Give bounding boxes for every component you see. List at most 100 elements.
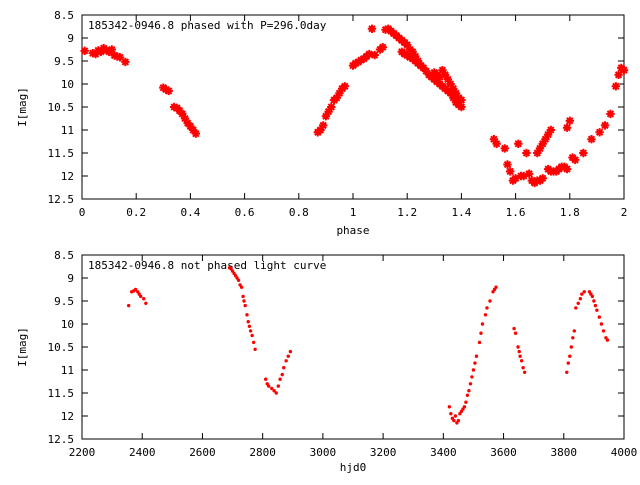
chart-title: 185342-0946.8 phased with P=296.0day (88, 19, 327, 32)
data-point (446, 79, 455, 89)
data-point (599, 322, 604, 326)
data-point (468, 382, 473, 386)
x-tick-label: 2400 (129, 446, 156, 459)
data-point (576, 301, 580, 305)
data-point (236, 278, 241, 282)
data-point (133, 287, 138, 292)
chart-title: 185342-0946.8 not phased light curve (88, 259, 326, 272)
y-axis-label: I[mag] (16, 87, 29, 127)
y-tick-label: 10.5 (48, 341, 75, 354)
data-point (440, 70, 450, 79)
data-point (571, 155, 580, 165)
data-point (316, 125, 325, 135)
data-point (516, 345, 520, 349)
y-tick-label: 9 (67, 272, 74, 285)
data-point (242, 299, 246, 303)
data-point (512, 326, 516, 331)
data-point (263, 377, 268, 381)
data-point (503, 160, 512, 169)
data-point (494, 285, 498, 289)
chart-panel-2: 2200 2400 2600 2800 3000 3200 3400 3600 3800 4000… (16, 249, 637, 474)
data-point (247, 324, 252, 328)
data-point (533, 148, 542, 158)
plot-frame (81, 254, 625, 440)
y-tick-label: 11.5 (48, 387, 75, 400)
y-tick-label: 12.5 (48, 433, 75, 446)
data-point (378, 43, 388, 52)
data-point (335, 89, 344, 98)
data-point (595, 128, 604, 137)
x-tick-label: 3000 (310, 446, 337, 459)
y-tick-label: 9 (67, 32, 74, 45)
data-point (365, 49, 374, 59)
data-point (473, 361, 477, 365)
x-tick-label: 0.4 (180, 206, 200, 219)
data-point (266, 384, 271, 388)
x-tick-label: 0.2 (126, 206, 146, 219)
data-point (139, 294, 143, 299)
data-point (477, 340, 482, 345)
data-point (241, 294, 245, 299)
data-point (464, 400, 468, 404)
data-point (582, 290, 586, 294)
data-point (546, 125, 556, 135)
x-tick-label: 1.4 (451, 206, 471, 219)
data-point (541, 135, 550, 144)
data-point (91, 49, 100, 59)
data-point (327, 102, 336, 112)
data-point (367, 24, 377, 33)
plot-frame (81, 14, 625, 200)
x-tick-label: 4000 (611, 446, 638, 459)
x-tick-label: 2600 (189, 446, 216, 459)
data-point (580, 292, 584, 296)
data-point (572, 329, 577, 333)
data-point (324, 107, 333, 116)
data-point (188, 125, 198, 135)
data-point (592, 299, 596, 303)
data-point (485, 306, 489, 310)
data-point (144, 301, 148, 305)
data-point (403, 40, 412, 50)
data-point (521, 366, 525, 370)
data-point (246, 320, 250, 324)
data-point (180, 114, 190, 123)
data-point (453, 414, 458, 418)
data-point (565, 370, 569, 374)
x-tick-label: 3600 (490, 446, 517, 459)
data-point (449, 412, 453, 416)
data-point (251, 340, 256, 345)
data-point (408, 47, 417, 56)
x-tick-label: 0.6 (235, 206, 255, 219)
data-point (488, 299, 492, 303)
chart-panel-1: 0 0.2 0.4 0.6 0.8 1 1.2 1.4 1.6 1.8 2 8.5 9 9.5 10 10.5… (16, 9, 629, 237)
data-point (505, 167, 515, 176)
data-point (186, 122, 195, 131)
data-point (513, 331, 518, 335)
y-tick-label: 8.5 (54, 249, 74, 262)
data-point (284, 359, 288, 363)
data-point (270, 386, 274, 391)
data-point (571, 336, 575, 340)
x-tick-label: 1.6 (506, 206, 526, 219)
data-point (286, 354, 290, 358)
data-point (126, 303, 131, 308)
y-tick-label: 12 (61, 170, 74, 183)
data-point (595, 308, 599, 312)
x-tick-label: 2 (621, 206, 628, 219)
x-tick-label: 0.8 (289, 206, 309, 219)
data-point (578, 297, 583, 301)
x-tick-label: 2800 (249, 446, 276, 459)
data-point (535, 144, 545, 153)
data-point (457, 102, 466, 112)
data-point (489, 135, 499, 144)
data-point (483, 313, 488, 317)
data-point (80, 46, 89, 56)
data-point (514, 139, 523, 148)
data-point (435, 72, 444, 82)
data-point (522, 148, 531, 158)
data-point (452, 418, 456, 423)
x-tick-label: 2200 (69, 446, 96, 459)
data-point (321, 112, 331, 121)
